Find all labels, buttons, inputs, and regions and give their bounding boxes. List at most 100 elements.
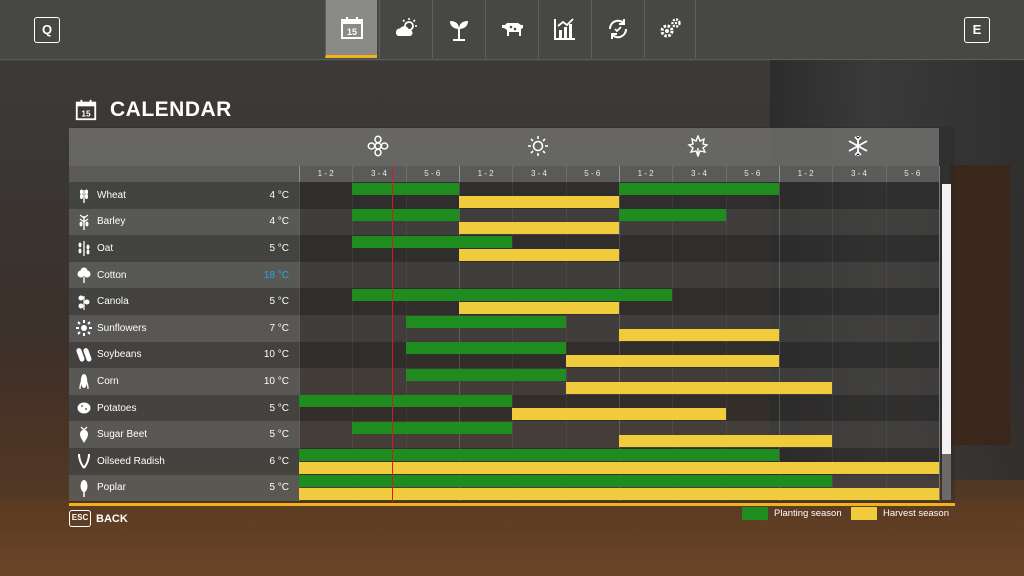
crop-row-label[interactable]: Cotton 18 °C [69, 261, 299, 289]
tab-settings[interactable] [644, 0, 696, 58]
wheat-icon [79, 189, 89, 204]
crop-min-temp: 5 °C [269, 482, 289, 494]
crop-row-label[interactable]: Wheat 4 °C [69, 182, 299, 209]
period-header-cell: 3 - 4 [370, 169, 387, 178]
period-header-spacer [69, 166, 299, 182]
harvest-bar [458, 195, 619, 208]
crop-min-temp: 5 °C [269, 296, 289, 308]
period-header-cell: 5 - 6 [744, 169, 761, 178]
harvest-bar [458, 248, 619, 261]
season-header-spacer [69, 128, 299, 166]
crop-name: Potatoes [97, 402, 137, 414]
crop-row-label[interactable]: Poplar 5 °C [69, 474, 299, 502]
crop-min-temp: 5 °C [269, 242, 289, 254]
crop-min-temp: 18 °C [263, 269, 289, 281]
period-header-cell: 3 - 4 [530, 169, 547, 178]
esc-key: ESC [69, 510, 91, 527]
scrollbar-thumb[interactable] [942, 184, 951, 454]
harvest-bar [565, 381, 833, 394]
crop-row-label[interactable]: Oilseed Radish 6 °C [69, 448, 299, 475]
harvest-bar [299, 488, 939, 501]
tab-crops[interactable] [432, 0, 484, 58]
crop-row-label[interactable]: Sugar Beet 5 °C [69, 421, 299, 448]
period-header-cell: 5 - 6 [904, 169, 921, 178]
crop-row-label[interactable]: Oat 5 °C [69, 235, 299, 262]
calendar-icon: 15 [75, 99, 97, 121]
calendar-row [299, 261, 939, 289]
legend-harvest: Harvest season [851, 507, 949, 520]
period-header-cell: 1 - 2 [637, 169, 654, 178]
planting-bar [299, 448, 779, 461]
period-header-cell: 1 - 2 [797, 169, 814, 178]
poplar-icon [80, 479, 88, 497]
tab-cycle[interactable] [591, 0, 643, 58]
tab-statistics[interactable] [538, 0, 590, 58]
weather-icon [395, 18, 417, 36]
planting-bar [352, 182, 459, 195]
period-header-cell: 1 - 2 [477, 169, 494, 178]
planting-bar [352, 421, 513, 434]
harvest-bar [299, 461, 939, 474]
tab-calendar[interactable]: 15 [325, 0, 377, 58]
planting-bar [352, 209, 459, 222]
page-header: 15 CALENDAR [74, 96, 232, 124]
crop-min-temp: 7 °C [269, 322, 289, 334]
period-header [299, 166, 939, 182]
harvest-bar [458, 222, 619, 235]
period-header-cell: 3 - 4 [850, 169, 867, 178]
planting-bar [405, 342, 566, 355]
period-header-cell: 3 - 4 [690, 169, 707, 178]
canola-icon [78, 295, 90, 310]
crop-min-temp: 10 °C [263, 375, 289, 387]
summer-icon [528, 136, 548, 156]
legend-planting-label: Planting season [774, 508, 842, 519]
calendar-icon: 15 [340, 16, 363, 39]
crop-row-label[interactable]: Soybeans 10 °C [69, 341, 299, 369]
harvest-bar [618, 328, 779, 341]
crop-min-temp: 4 °C [269, 189, 289, 201]
settings-icon [660, 18, 681, 38]
tab-animals[interactable] [485, 0, 537, 58]
animal-icon [501, 23, 523, 36]
cycle-icon [608, 19, 627, 39]
corn-icon [79, 374, 89, 390]
crop-min-temp: 5 °C [269, 429, 289, 441]
sunflower-icon [76, 320, 92, 337]
crop-name: Barley [97, 216, 126, 228]
planting-bar [352, 288, 513, 301]
grid-line [938, 166, 940, 501]
crop-name: Canola [97, 296, 129, 308]
harvest-bar [618, 434, 833, 447]
planting-bar [405, 315, 566, 328]
crop-name: Poplar [97, 482, 126, 494]
crop-row-label[interactable]: Corn 10 °C [69, 368, 299, 395]
svg-text:15: 15 [346, 27, 356, 37]
oat-icon [78, 241, 90, 257]
legend-harvest-label: Harvest season [883, 508, 950, 519]
crop-row-label[interactable]: Canola 5 °C [69, 288, 299, 315]
spring-icon [367, 135, 389, 157]
tab-weather[interactable] [379, 0, 431, 58]
back-label: BACK [96, 512, 128, 525]
legend-harvest-swatch [851, 507, 877, 520]
period-header-cell: 5 - 6 [424, 169, 441, 178]
crop-row-label[interactable]: Barley 4 °C [69, 208, 299, 236]
period-header-cell: 5 - 6 [584, 169, 601, 178]
crop-row-label[interactable]: Sunflowers 7 °C [69, 315, 299, 342]
crop-name: Wheat [97, 189, 126, 201]
crop-name: Sunflowers [97, 322, 147, 334]
barley-icon [79, 214, 89, 230]
page-title: CALENDAR [110, 98, 232, 121]
legend-planting-swatch [742, 507, 768, 520]
planting-bar [299, 475, 833, 488]
next-tab-key[interactable]: E [964, 17, 990, 43]
top-navigation-bar: Q E 15 [0, 0, 1024, 60]
season-header [299, 128, 939, 166]
harvest-bar [565, 355, 779, 368]
planting-bar [618, 209, 726, 222]
crop-name: Oat [97, 242, 114, 254]
crop-name: Oilseed Radish [97, 455, 165, 467]
back-button[interactable]: ESC BACK [69, 510, 128, 527]
prev-tab-key[interactable]: Q [34, 17, 60, 43]
crop-row-label[interactable]: Potatoes 5 °C [69, 394, 299, 422]
